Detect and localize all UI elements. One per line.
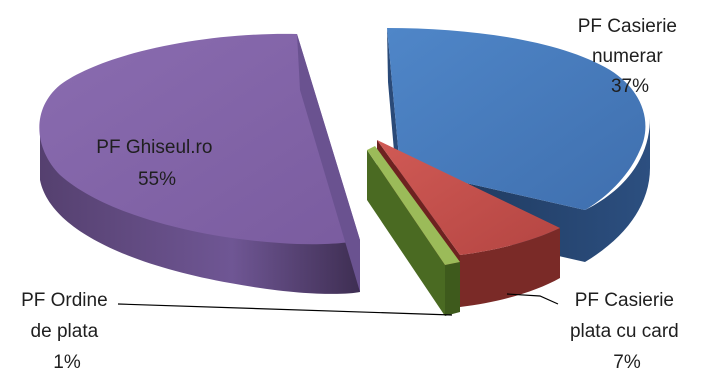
label-value: 1% — [53, 352, 81, 373]
slice-pf-casierie-numerar-top — [387, 28, 646, 210]
slice-pf-ordine-de-plata-front — [445, 262, 460, 316]
slice-pf-casierie-plata-cu-card-side — [460, 228, 560, 307]
slice-pf-ordine-de-plata-side — [367, 150, 445, 316]
label-line: plata cu card — [570, 321, 679, 342]
slice-pf-ghiseul-ro-top — [39, 33, 361, 245]
label-line: PF Ghiseul.ro — [96, 137, 212, 158]
slice-pf-ghiseul-ro — [39, 33, 361, 294]
label-pf-casierie-plata-cu-card: PF Casierie plata cu card 7% — [570, 290, 684, 373]
slice-pf-casierie-plata-cu-card-top — [377, 140, 560, 255]
slice-pf-ghiseul-ro-side — [40, 128, 360, 294]
label-line: PF Ordine — [21, 290, 108, 311]
label-value: 55% — [138, 169, 176, 190]
slice-pf-ordine-de-plata-top — [367, 146, 460, 265]
leader-line-pf-ordine-de-plata — [117, 303, 453, 316]
label-line: PF Casierie — [578, 16, 677, 37]
slice-pf-ordine-de-plata — [367, 146, 460, 316]
leader-line-pf-casierie-plata-cu-card — [506, 293, 559, 305]
label-line: numerar — [592, 46, 663, 67]
label-value: 7% — [613, 352, 641, 373]
label-line: de plata — [31, 321, 99, 342]
label-pf-ghiseul-ro: PF Ghiseul.ro 55% — [96, 137, 217, 190]
label-pf-casierie-numerar: PF Casierie numerar 37% — [578, 16, 683, 97]
label-value: 37% — [611, 76, 649, 97]
label-pf-ordine-de-plata: PF Ordine de plata 1% — [21, 290, 113, 373]
label-line: PF Casierie — [575, 290, 674, 311]
slice-pf-ghiseul-ro-cut — [297, 34, 360, 292]
